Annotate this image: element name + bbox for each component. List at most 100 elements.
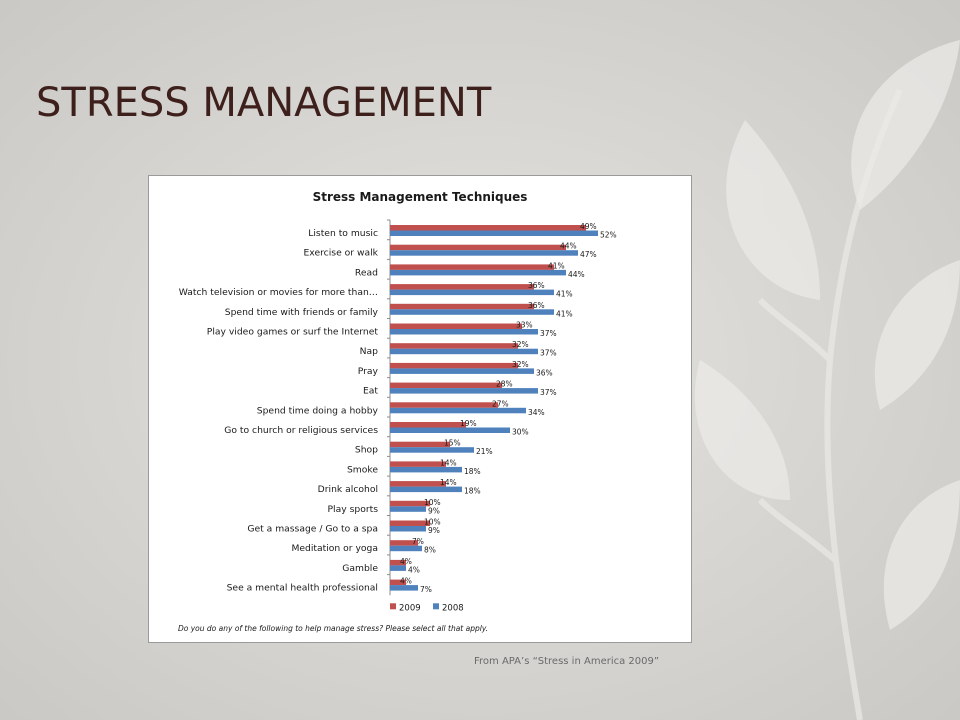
category-label: Exercise or walk — [304, 248, 379, 259]
bar-2008 — [390, 309, 554, 315]
category-label: Get a massage / Go to a spa — [247, 524, 378, 535]
bar-2008 — [390, 466, 462, 473]
category-label: Smoke — [347, 464, 378, 475]
data-label-2008: 37% — [540, 349, 557, 358]
bar-2009 — [390, 520, 430, 526]
bar-2008 — [390, 486, 462, 493]
data-label-2008: 37% — [540, 388, 557, 397]
data-label-2009: 27% — [492, 399, 509, 408]
bar-2009 — [390, 402, 498, 408]
category-label: Meditation or yoga — [291, 543, 378, 554]
bar-2008 — [390, 250, 578, 256]
data-label-2009: 4% — [400, 557, 412, 566]
data-label-2008: 52% — [600, 231, 617, 240]
bar-2009 — [390, 382, 502, 389]
category-label: Pray — [358, 366, 379, 377]
category-label: Read — [355, 267, 378, 278]
data-label-2008: 37% — [540, 329, 557, 338]
category-label: Spend time doing a hobby — [257, 405, 379, 416]
bar-2008 — [390, 565, 406, 571]
data-label-2008: 8% — [424, 546, 436, 555]
data-label-2008: 9% — [428, 506, 440, 515]
legend-swatch-2009 — [390, 603, 396, 610]
bar-2009 — [390, 579, 406, 586]
bar-2009 — [390, 303, 534, 310]
bar-2008 — [390, 427, 510, 433]
data-label-2009: 7% — [412, 537, 424, 546]
chart-title: Stress Management Techniques — [313, 190, 528, 204]
data-label-2008: 41% — [556, 309, 573, 318]
bar-2009 — [390, 540, 418, 546]
bar-2009 — [390, 284, 534, 290]
data-label-2009: 44% — [560, 242, 577, 251]
legend-label-2009: 2009 — [399, 603, 421, 613]
slide-title: STRESS MANAGEMENT — [36, 80, 492, 126]
bar-2008 — [390, 329, 538, 335]
leaf-decoration — [694, 40, 960, 630]
data-label-2009: 10% — [424, 498, 441, 507]
data-label-2009: 14% — [440, 478, 457, 487]
category-label: Gamble — [342, 563, 378, 574]
category-label: Go to church or religious services — [224, 425, 378, 436]
chart-caption: Do you do any of the following to help m… — [178, 624, 488, 633]
category-label: See a mental health professional — [227, 583, 378, 594]
bar-2008 — [390, 289, 554, 296]
category-label: Nap — [360, 346, 379, 357]
data-label-2008: 18% — [464, 467, 481, 476]
bar-2009 — [390, 481, 446, 487]
data-label-2009: 36% — [528, 281, 545, 290]
bar-2009 — [390, 343, 518, 349]
bar-2009 — [390, 500, 430, 507]
bar-2008 — [390, 506, 426, 512]
data-label-2008: 4% — [408, 565, 420, 574]
category-label: Play video games or surf the Internet — [207, 327, 379, 338]
stem-decoration — [757, 88, 903, 720]
data-label-2009: 19% — [460, 419, 477, 428]
category-label: Eat — [363, 386, 378, 397]
data-label-2008: 18% — [464, 487, 481, 496]
legend-swatch-2008 — [433, 603, 439, 610]
bar-2009 — [390, 461, 446, 467]
data-label-2008: 44% — [568, 270, 585, 279]
bar-2008 — [390, 348, 538, 355]
data-label-2009: 41% — [548, 261, 565, 270]
data-label-2008: 47% — [580, 250, 597, 259]
bar-2009 — [390, 225, 586, 231]
data-label-2009: 49% — [580, 222, 597, 231]
bar-2008 — [390, 407, 526, 414]
category-label: Play sports — [328, 504, 379, 515]
bar-2008 — [390, 230, 598, 236]
data-label-2008: 7% — [420, 585, 432, 594]
bar-2009 — [390, 441, 450, 448]
bar-2008 — [390, 447, 474, 453]
data-label-2009: 32% — [512, 340, 529, 349]
category-label: Watch television or movies for more than… — [179, 287, 378, 298]
bar-2009 — [390, 323, 522, 329]
category-label: Spend time with friends or family — [225, 307, 379, 318]
bar-2009 — [390, 264, 554, 270]
bar-2009 — [390, 422, 466, 428]
category-label: Drink alcohol — [318, 484, 378, 495]
legend-label-2008: 2008 — [442, 603, 464, 613]
data-label-2008: 34% — [528, 408, 545, 417]
data-label-2009: 32% — [512, 360, 529, 369]
bar-2008 — [390, 526, 426, 532]
data-label-2009: 15% — [444, 439, 461, 448]
bar-2009 — [390, 559, 406, 566]
category-label: Listen to music — [308, 228, 378, 239]
bar-2009 — [390, 244, 566, 251]
bar-2008 — [390, 585, 418, 591]
bar-chart: Stress Management Techniques Listen to mu… — [178, 190, 617, 633]
data-label-2008: 41% — [556, 290, 573, 299]
data-label-2008: 9% — [428, 526, 440, 535]
data-label-2008: 30% — [512, 428, 529, 437]
category-label: Shop — [355, 445, 378, 456]
data-label-2009: 36% — [528, 301, 545, 310]
data-label-2008: 21% — [476, 447, 493, 456]
bar-2008 — [390, 269, 566, 276]
data-label-2008: 36% — [536, 368, 553, 377]
data-label-2009: 10% — [424, 518, 441, 527]
data-label-2009: 14% — [440, 458, 457, 467]
chart-panel: Stress Management Techniques Listen to mu… — [148, 175, 692, 643]
bar-2009 — [390, 362, 518, 369]
